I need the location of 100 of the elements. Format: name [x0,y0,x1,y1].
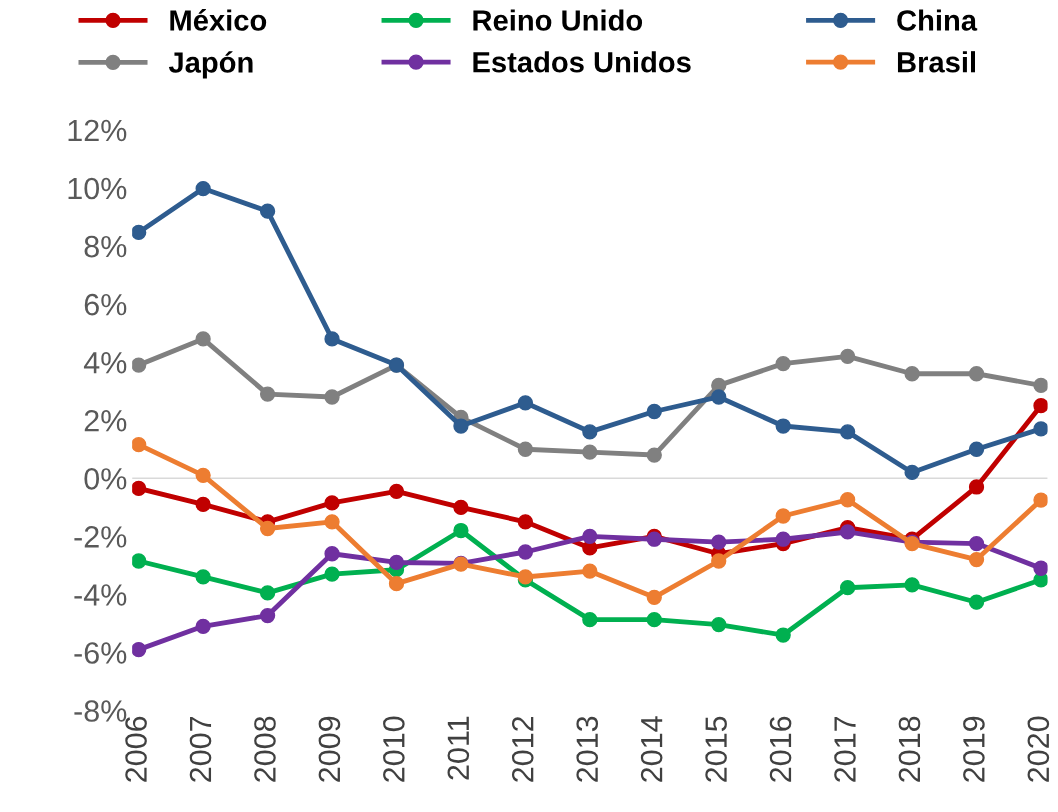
point [646,447,662,463]
point [195,496,211,513]
point [904,464,920,481]
y-tick-label: -8% [74,700,127,722]
x-tick-label: 2019 [963,716,985,782]
x-tick-label: 2007 [189,716,212,782]
y-tick-label: 12% [68,119,127,142]
legend-label: México [170,9,267,31]
point [839,524,856,540]
x-tick-label: 2009 [318,716,341,782]
point [259,585,276,601]
point [517,441,534,457]
point [388,576,405,592]
y-tick-label: 4% [83,352,127,374]
x-tick-label: 2016 [769,716,792,782]
point [839,580,856,596]
x-tick-label: 2020 [1027,716,1050,782]
point [646,403,662,420]
x-tick-label: 2017 [834,716,856,782]
x-tick-label: 2006 [125,716,147,782]
point [775,627,791,643]
x-tick-label: 2010 [383,716,405,782]
point [132,357,147,373]
x-tick-label: 2015 [705,716,727,782]
point [839,424,856,440]
y-tick-label: 8% [84,235,127,258]
point [195,618,211,634]
point [711,389,727,405]
point [1033,421,1048,437]
x-tick-label: 2013 [576,716,599,782]
x-tick-label: 2008 [254,716,276,782]
legend-label: Reino Unido [473,9,643,31]
point [324,495,340,511]
point [259,520,276,537]
point [259,607,276,624]
legend-label: Estados Unidos [473,51,691,73]
x-tick-label: 2012 [511,716,534,782]
legend-label: Brasil [897,51,976,73]
point [1033,492,1048,508]
point [646,611,662,628]
point [324,331,340,347]
point [259,386,276,402]
point [324,566,340,582]
point [711,534,727,550]
point [453,499,469,515]
point [711,616,727,633]
point [517,395,534,411]
point [775,531,791,547]
point [132,480,147,497]
point [582,444,598,460]
point [904,577,920,593]
point [453,522,469,539]
point [968,479,985,495]
point [132,436,147,453]
point [195,569,211,585]
y-tick-label: 6% [84,293,127,316]
point [968,366,985,382]
point [324,389,340,405]
point [968,551,985,568]
x-tick-label: 2014 [640,716,663,782]
x-tick-label: 2018 [898,716,921,782]
point [1033,560,1048,576]
point [1033,398,1048,414]
point [839,348,856,364]
point [195,180,211,197]
point [517,514,534,530]
legend-label: Japón [168,51,253,79]
point [775,355,791,372]
y-tick-label: 2% [84,409,127,432]
point [968,535,985,552]
legend-label: China [897,9,978,31]
y-tick-label: -6% [74,642,127,664]
point [388,554,405,571]
point [968,594,985,610]
point [839,492,856,508]
point [132,553,147,569]
y-tick-label: -4% [74,584,127,606]
point [324,546,340,562]
y-tick-label: -2% [74,526,127,548]
point [388,483,405,499]
point [195,331,211,347]
y-tick-label: 0% [84,468,127,490]
point [904,366,920,382]
x-tick-label: 2011 [447,716,470,780]
point [1033,377,1048,394]
point [324,514,340,530]
point [711,553,727,569]
point [582,528,598,544]
point [775,418,791,434]
point [132,641,147,658]
point [775,508,791,524]
point [582,611,598,628]
point [259,203,276,219]
point [582,563,598,579]
point [646,589,662,605]
point [132,224,147,241]
point [517,544,534,560]
point [453,418,469,434]
point [195,467,211,484]
point [968,441,985,457]
